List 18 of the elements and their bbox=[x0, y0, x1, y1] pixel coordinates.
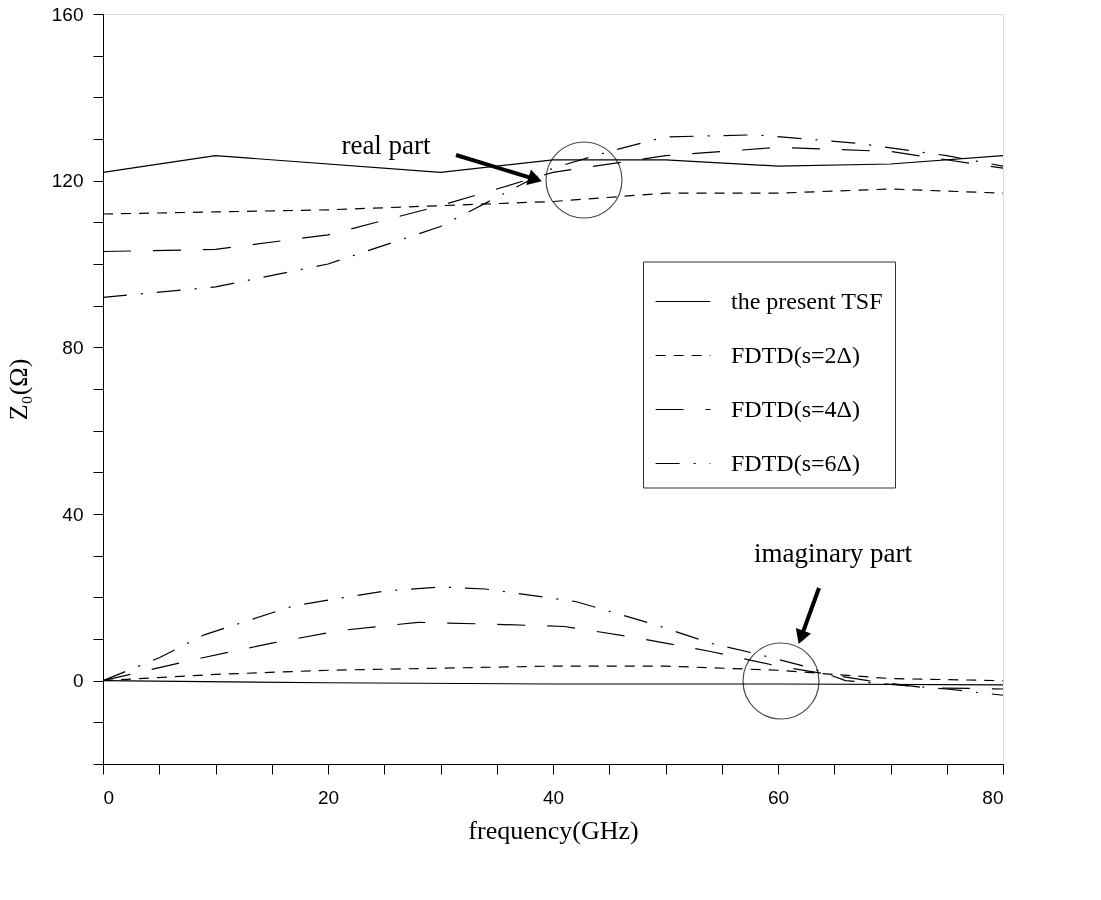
y-tick-label: 40 bbox=[62, 503, 84, 525]
y-tick-label: 120 bbox=[51, 170, 84, 192]
legend-label: FDTD(s=2Δ) bbox=[731, 341, 860, 368]
annotation: real part bbox=[341, 130, 432, 160]
x-tick-label: 0 bbox=[103, 786, 115, 808]
y-tick-label: 80 bbox=[62, 336, 84, 358]
x-tick-label: 80 bbox=[982, 786, 1004, 808]
x-tick-label: 20 bbox=[317, 786, 340, 808]
legend-label: FDTD(s=6Δ) bbox=[731, 449, 860, 476]
legend-label: FDTD(s=4Δ) bbox=[731, 395, 860, 422]
x-tick-label: 60 bbox=[767, 786, 790, 808]
legend-label: the present TSF bbox=[731, 287, 883, 314]
x-tick-label: 40 bbox=[542, 786, 565, 808]
annotation: imaginary part bbox=[753, 538, 913, 568]
y-tick-label: 160 bbox=[51, 3, 84, 25]
x-axis-title: frequency(GHz) bbox=[468, 815, 639, 845]
y-tick-label: 0 bbox=[72, 670, 84, 692]
y-axis-title: Z₀(Ω) bbox=[3, 358, 33, 421]
